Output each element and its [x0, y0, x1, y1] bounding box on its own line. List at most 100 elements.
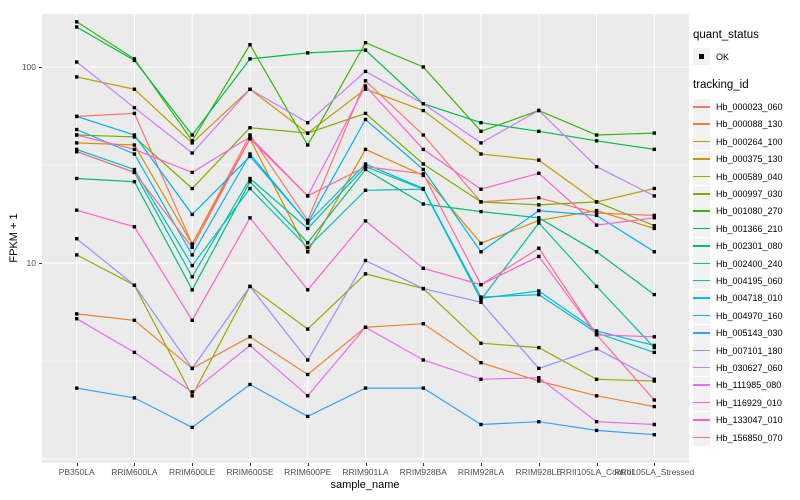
data-point — [479, 121, 483, 125]
data-point — [479, 152, 483, 156]
data-point — [479, 200, 483, 204]
legend-color-line-icon — [693, 227, 710, 230]
data-point — [75, 317, 79, 321]
data-point — [594, 213, 599, 218]
data-point — [75, 133, 79, 137]
data-point — [363, 87, 368, 91]
data-point — [594, 394, 599, 398]
data-point — [363, 188, 368, 192]
legend-color-line-icon — [693, 436, 710, 438]
data-point — [479, 296, 483, 301]
data-point — [537, 420, 541, 424]
data-point — [248, 216, 252, 220]
legend-key-box — [693, 220, 710, 238]
x-tick-label-RRIM928LE: RRIM928LE — [515, 467, 562, 477]
legend-item-Hb_133047_010: Hb_133047_010 — [693, 411, 799, 429]
legend-item-Hb_111985_080: Hb_111985_080 — [693, 376, 799, 394]
data-point — [75, 176, 79, 181]
data-point — [421, 202, 425, 206]
data-point — [248, 335, 252, 339]
data-point — [594, 329, 599, 333]
data-point — [190, 263, 194, 268]
legend-color-line-icon — [693, 384, 710, 386]
plot-canvas — [42, 14, 689, 463]
data-point — [363, 219, 368, 223]
data-point — [421, 386, 425, 390]
data-point — [537, 376, 541, 380]
data-point — [306, 226, 310, 231]
data-point — [132, 167, 137, 172]
data-point — [594, 331, 599, 335]
legend-color-line-icon — [693, 419, 710, 421]
data-point — [306, 327, 310, 331]
legend-item-Hb_002400_240: Hb_002400_240 — [693, 255, 799, 273]
data-point — [306, 241, 310, 245]
data-point — [537, 289, 541, 293]
data-point — [421, 133, 425, 137]
legend-item-label: Hb_030627_060 — [716, 362, 783, 373]
data-point — [421, 358, 425, 362]
legend-item-label: Hb_000997_030 — [716, 189, 783, 200]
data-point — [75, 312, 79, 316]
x-tick-mark — [538, 463, 540, 466]
data-point — [132, 87, 137, 91]
legend-quant-status: quant_status OK — [693, 29, 799, 66]
legend-item-Hb_002301_080: Hb_002301_080 — [693, 237, 799, 255]
x-tick-mark — [423, 463, 425, 466]
data-point — [306, 218, 310, 223]
legend-color-line-icon — [693, 140, 710, 143]
legend-key-box — [693, 255, 710, 273]
data-point — [132, 170, 137, 175]
data-point — [652, 345, 656, 350]
data-point — [190, 170, 194, 175]
data-point — [363, 162, 368, 166]
data-point — [132, 135, 137, 139]
data-point — [421, 102, 425, 106]
data-point — [479, 141, 483, 145]
data-point — [652, 335, 656, 339]
x-tick-label-RRIM600SE: RRIM600SE — [226, 467, 274, 477]
data-point — [479, 129, 483, 133]
legend-key-box — [693, 394, 710, 412]
data-point — [363, 167, 368, 172]
data-point — [537, 221, 541, 225]
data-point — [652, 131, 656, 135]
legend-color-line-icon — [693, 314, 710, 317]
data-point — [421, 108, 425, 113]
legend-color-line-icon — [693, 123, 710, 125]
legend-key-box — [693, 272, 710, 290]
data-point — [190, 186, 194, 191]
data-point — [190, 253, 194, 257]
legend-key-box — [693, 411, 710, 429]
legend-item-ok: OK — [693, 48, 799, 66]
legend-key-box — [693, 289, 710, 307]
x-tick-mark — [654, 463, 656, 466]
data-point — [479, 209, 483, 214]
plot-panel — [42, 14, 689, 463]
legend-key-box — [693, 359, 710, 377]
data-point — [421, 186, 425, 191]
x-axis-title: sample_name — [330, 479, 400, 491]
legend-key-box — [693, 48, 710, 66]
data-point — [248, 154, 252, 159]
data-point — [537, 203, 541, 207]
data-point — [652, 194, 656, 198]
data-point — [537, 379, 541, 383]
legend-key-box — [693, 185, 710, 203]
data-point — [306, 221, 310, 225]
legend-color-line-icon — [693, 193, 710, 195]
legend-item-Hb_001080_270: Hb_001080_270 — [693, 202, 799, 220]
data-point — [306, 245, 310, 250]
legend-color-line-icon — [693, 332, 710, 334]
data-point — [75, 60, 79, 64]
legend-item-Hb_007101_180: Hb_007101_180 — [693, 342, 799, 360]
data-point — [132, 283, 137, 287]
data-point — [132, 133, 137, 137]
legend-item-label: Hb_000088_130 — [716, 119, 783, 130]
data-point — [479, 241, 483, 245]
data-point — [479, 250, 483, 254]
legend-item-label: Hb_005143_030 — [716, 328, 783, 339]
x-tick-label-RRIM928LA: RRIM928LA — [457, 467, 505, 477]
legend-color-line-icon — [693, 366, 710, 369]
